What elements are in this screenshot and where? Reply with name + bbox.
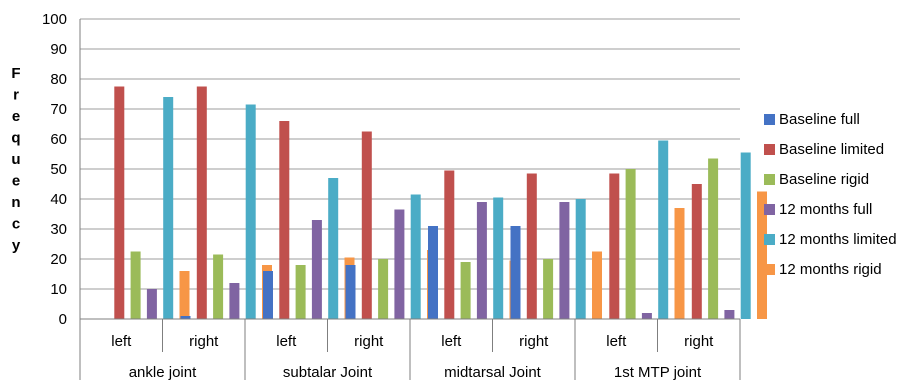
bar-12-months-rigid (757, 191, 767, 319)
legend-label: 12 months rigid (779, 260, 882, 278)
y-axis-label-letter: q (11, 130, 20, 147)
legend-item: 12 months full (764, 194, 897, 224)
legend-item: Baseline limited (764, 134, 897, 164)
legend-swatch (764, 113, 775, 125)
y-axis-label-letter: c (12, 216, 20, 233)
legend-label: 12 months full (779, 200, 873, 218)
y-tick-label: 90 (50, 41, 67, 58)
bar-baseline-limited (526, 173, 537, 319)
bar-baseline-limited (196, 86, 207, 319)
y-tick-label: 0 (59, 311, 67, 328)
legend-label: Baseline full (779, 110, 860, 128)
legend-swatch (764, 263, 775, 275)
bar-12-months-limited (328, 178, 339, 319)
bar-baseline-rigid (543, 259, 554, 319)
x-axis-labels: left right ankle joint left right subtalar Jo… (111, 333, 714, 380)
bar-12-months-rigid (674, 208, 685, 319)
y-tick-label: 20 (50, 251, 67, 268)
axes (79, 19, 741, 380)
bar-12-months-limited (575, 199, 586, 319)
legend-item: Baseline rigid (764, 164, 897, 194)
x-category-label: left (441, 333, 462, 350)
gridlines (80, 18, 740, 290)
bar-baseline-full (180, 316, 191, 319)
bar-12-months-full (641, 313, 652, 319)
bar-12-months-rigid (179, 271, 190, 319)
bars (114, 86, 767, 319)
bar-baseline-limited (691, 184, 702, 319)
y-tick-label: 70 (50, 101, 67, 118)
bar-baseline-limited (444, 170, 455, 319)
x-group-label: 1st MTP joint (614, 364, 702, 380)
y-tick-label: 10 (50, 281, 67, 298)
bar-12-months-limited (163, 97, 174, 319)
bar-12-months-full (229, 283, 240, 319)
bar-baseline-full (428, 226, 438, 319)
y-axis-label-letter: e (12, 173, 20, 190)
bar-12-months-full (146, 289, 157, 319)
bar-baseline-rigid (460, 262, 471, 319)
legend: Baseline full Baseline limited Baseline ri… (764, 104, 897, 284)
bar-12-months-full (311, 220, 322, 319)
x-category-label: right (684, 333, 714, 350)
y-axis-label-letter: y (12, 237, 21, 254)
bar-12-months-limited (245, 104, 256, 319)
bar-baseline-full (345, 265, 356, 319)
bar-12-months-limited (410, 194, 421, 319)
bar-baseline-rigid (378, 259, 389, 319)
legend-swatch (764, 203, 775, 215)
y-tick-label: 30 (50, 221, 67, 238)
legend-item: 12 months rigid (764, 254, 897, 284)
bar-12-months-limited (493, 197, 504, 319)
bar-baseline-limited (114, 86, 125, 319)
legend-label: Baseline limited (779, 140, 885, 158)
bar-12-months-full (724, 310, 735, 319)
bar-baseline-full (510, 226, 521, 319)
y-axis-tick-labels: 0 10 20 30 40 50 60 70 80 90 100 (42, 11, 67, 328)
bar-baseline-rigid (295, 265, 306, 319)
y-tick-label: 80 (50, 71, 67, 88)
y-tick-label: 100 (42, 11, 67, 28)
legend-swatch (764, 233, 775, 245)
bar-12-months-full (559, 202, 570, 319)
bar-baseline-full (263, 271, 273, 319)
y-axis-label-letter: F (11, 65, 20, 82)
legend-swatch (764, 143, 775, 155)
bar-12-months-limited (740, 152, 751, 319)
legend-item: 12 months limited (764, 224, 897, 254)
bar-baseline-rigid (130, 251, 141, 319)
legend-swatch (764, 173, 775, 185)
y-axis-label-letter: u (11, 151, 20, 168)
legend-item: Baseline full (764, 104, 897, 134)
x-category-label: left (276, 333, 297, 350)
bar-baseline-limited (361, 131, 372, 319)
legend-label: 12 months limited (779, 230, 897, 248)
x-category-label: left (111, 333, 132, 350)
x-category-label: left (606, 333, 627, 350)
y-axis-label-letter: n (11, 194, 20, 211)
bar-12-months-limited (658, 140, 669, 319)
bar-12-months-full (394, 209, 405, 319)
y-tick-label: 50 (50, 161, 67, 178)
y-tick-label: 60 (50, 131, 67, 148)
x-category-label: right (519, 333, 549, 350)
x-group-label: subtalar Joint (283, 364, 373, 380)
x-group-label: ankle joint (129, 364, 197, 380)
legend-label: Baseline rigid (779, 170, 870, 188)
bar-baseline-rigid (708, 158, 719, 319)
bar-baseline-rigid (625, 169, 636, 319)
bar-baseline-limited (279, 121, 290, 319)
y-axis-label-letter: r (13, 87, 19, 104)
x-category-label: right (354, 333, 384, 350)
bar-12-months-rigid (592, 251, 602, 319)
y-tick-label: 40 (50, 191, 67, 208)
bar-baseline-rigid (213, 254, 224, 319)
x-group-label: midtarsal Joint (444, 364, 542, 380)
y-axis-label-letter: e (12, 108, 20, 125)
bar-12-months-full (476, 202, 487, 319)
x-category-label: right (189, 333, 219, 350)
bar-baseline-limited (609, 173, 620, 319)
